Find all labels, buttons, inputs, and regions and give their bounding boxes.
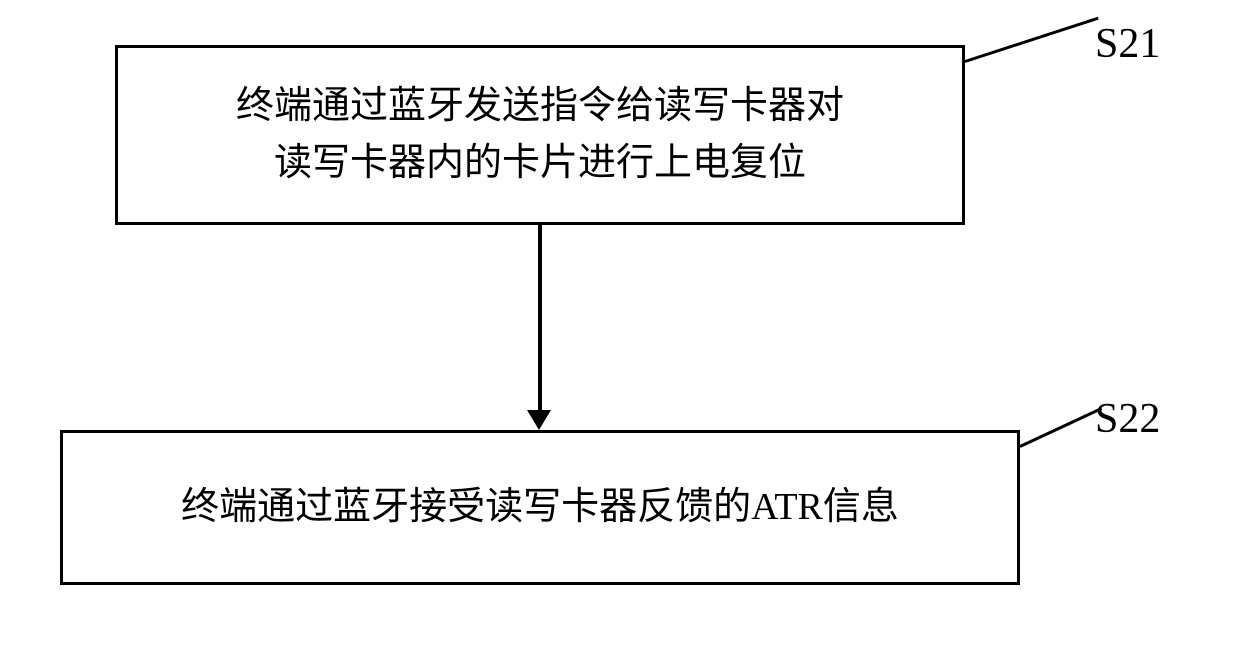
step-label-s22: S22 [1095,395,1160,443]
step-1-line1: 终端通过蓝牙发送指令给读写卡器对 [236,85,844,127]
arrow-line-1-to-2 [538,225,542,410]
arrow-head-1-to-2 [527,410,551,430]
step-2-line1: 终端通过蓝牙接受读写卡器反馈的ATR信息 [181,486,899,528]
step-2-text: 终端通过蓝牙接受读写卡器反馈的ATR信息 [181,479,899,536]
step-1-line2: 读写卡器内的卡片进行上电复位 [274,142,806,184]
label-connector-s22 [1019,407,1102,448]
flowchart-step-2: 终端通过蓝牙接受读写卡器反馈的ATR信息 [60,430,1020,585]
step-label-s21: S21 [1095,20,1160,68]
step-1-text: 终端通过蓝牙发送指令给读写卡器对 读写卡器内的卡片进行上电复位 [236,78,844,192]
flowchart-container: 终端通过蓝牙发送指令给读写卡器对 读写卡器内的卡片进行上电复位 S21 终端通过… [0,0,1240,668]
flowchart-step-1: 终端通过蓝牙发送指令给读写卡器对 读写卡器内的卡片进行上电复位 [115,45,965,225]
label-connector-s21 [965,17,1099,63]
